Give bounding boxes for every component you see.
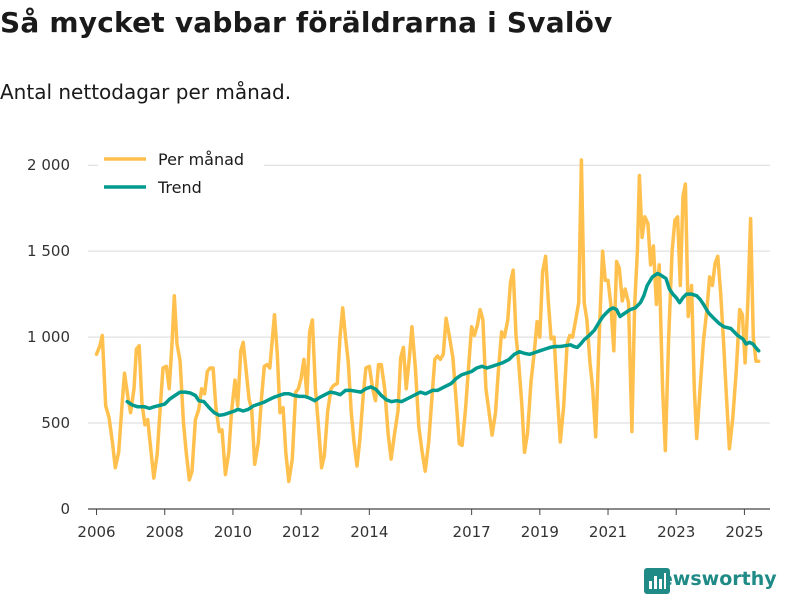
x-tick-label: 2023: [657, 523, 695, 541]
legend-label-per-manad: Per månad: [158, 150, 244, 169]
x-tick-label: 2010: [214, 523, 252, 541]
x-tick-label: 2014: [350, 523, 388, 541]
y-tick-label: 1 500: [27, 242, 70, 260]
x-tick-label: 2021: [589, 523, 627, 541]
y-tick-label: 0: [60, 500, 70, 518]
brand-name: Newsworthy: [644, 568, 777, 590]
x-tick-label: 2025: [725, 523, 763, 541]
y-tick-label: 500: [41, 414, 70, 432]
y-axis: 0 500 1 000 1 500 2 000: [27, 156, 70, 518]
chart-subtitle: Antal nettodagar per månad.: [0, 80, 292, 104]
x-tick-label: 2008: [146, 523, 184, 541]
legend: Per månad Trend: [98, 146, 264, 202]
x-tick-label: 2012: [282, 523, 320, 541]
chart-title: Så mycket vabbar föräldrarna i Svalöv: [0, 6, 613, 39]
series-line-trend: [125, 271, 761, 418]
y-tick-label: 2 000: [27, 156, 70, 174]
legend-label-trend: Trend: [157, 178, 202, 197]
x-tick-label: 2017: [453, 523, 491, 541]
series-layer: [94, 158, 761, 484]
x-axis: 2006 2008 2010 2012 2014 2017 2019 2021 2023 2025: [77, 509, 764, 541]
x-tick-label: 2006: [77, 523, 115, 541]
y-tick-label: 1 000: [27, 328, 70, 346]
newsworthy-logo-icon: [644, 568, 670, 594]
series-line-per-manad: [94, 158, 761, 484]
legend-background: [98, 146, 264, 202]
brand-logo: Newsworthy: [644, 568, 777, 594]
x-tick-label: 2019: [521, 523, 559, 541]
